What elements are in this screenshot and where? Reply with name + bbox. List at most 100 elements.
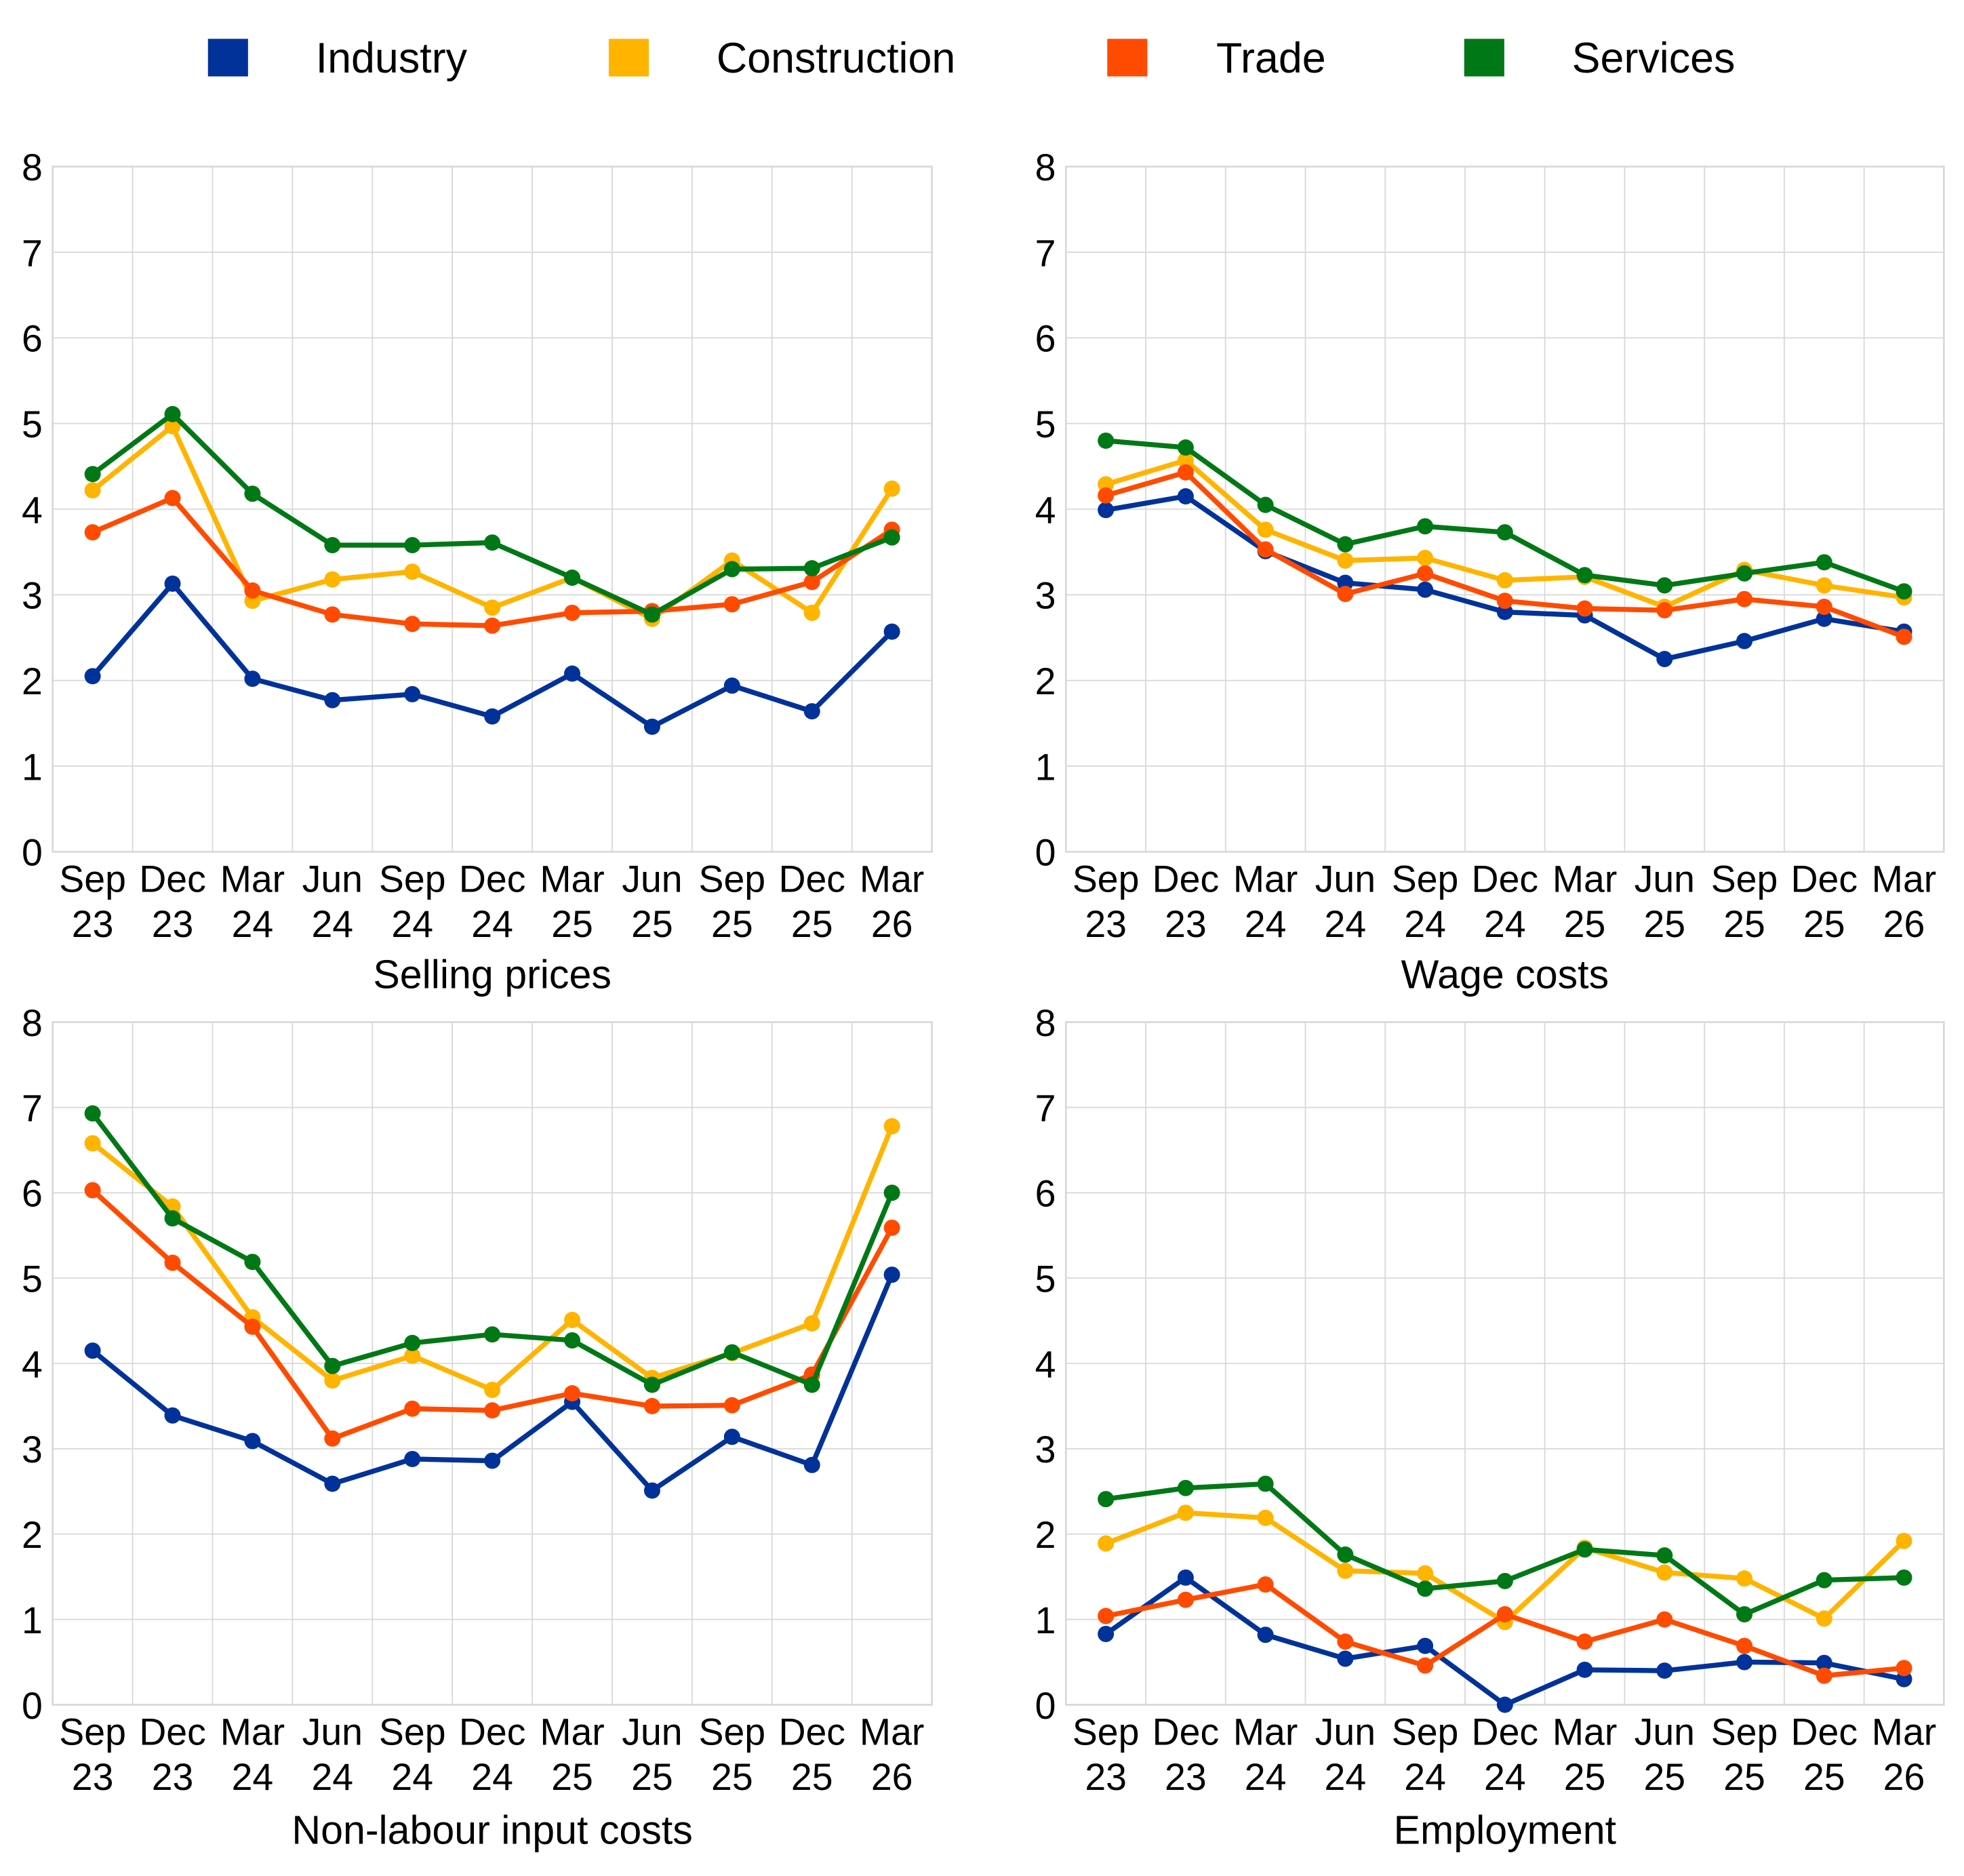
data-point-trade (84, 1182, 101, 1199)
data-point-services (643, 606, 660, 623)
x-tick-label: 24 (232, 903, 274, 945)
data-point-services (244, 485, 261, 502)
x-tick-label: Mar (1233, 1711, 1298, 1753)
data-point-services (84, 1105, 101, 1122)
data-point-industry (1656, 1662, 1673, 1679)
x-tick-label: 25 (1803, 1756, 1845, 1798)
data-point-services (1496, 1572, 1513, 1589)
y-tick-label: 5 (1035, 403, 1056, 445)
data-point-services (564, 570, 581, 586)
data-point-trade (84, 524, 101, 541)
data-point-trade (1257, 541, 1274, 558)
x-tick-label: 24 (1325, 903, 1367, 945)
panel-title: Selling prices (373, 952, 612, 997)
data-point-industry (484, 1452, 501, 1469)
data-point-construction (1257, 1509, 1274, 1526)
y-tick-label: 5 (1035, 1258, 1056, 1300)
data-point-services (484, 534, 501, 551)
series-industry (84, 575, 900, 735)
data-point-industry (643, 718, 660, 735)
x-tick-label: 24 (232, 1756, 274, 1798)
data-point-industry (1816, 610, 1832, 627)
data-point-services (164, 405, 181, 422)
data-point-trade (1496, 593, 1513, 610)
x-tick-label: Jun (1635, 1711, 1695, 1753)
x-tick-label: 23 (1165, 903, 1207, 945)
x-tick-label: Jun (622, 858, 682, 900)
x-tick-label: Sep (59, 858, 126, 900)
data-point-trade (1417, 565, 1434, 582)
x-tick-label: Mar (1872, 1711, 1936, 1753)
data-point-services (244, 1254, 261, 1271)
x-tick-label: Jun (622, 1711, 682, 1753)
data-point-industry (883, 623, 900, 640)
legend-swatch-construction (608, 39, 649, 77)
data-point-services (1098, 1491, 1115, 1508)
y-tick-label: 7 (22, 232, 43, 274)
x-tick-label: 24 (1404, 903, 1446, 945)
x-tick-label: 25 (631, 1756, 673, 1798)
x-tick-label: 24 (1325, 1756, 1367, 1798)
chart-panels: 012345678Sep23Dec23Mar24Jun24Sep24Dec24M… (22, 146, 1945, 1853)
x-tick-label: Dec (459, 1711, 526, 1753)
y-tick-label: 1 (1035, 1599, 1056, 1641)
data-point-construction (404, 1347, 421, 1364)
data-point-services (1816, 554, 1832, 571)
data-point-services (1576, 567, 1593, 584)
x-tick-label: Dec (1791, 1711, 1858, 1753)
data-point-construction (324, 1372, 341, 1389)
data-point-industry (484, 708, 501, 725)
y-tick-label: 8 (22, 146, 43, 188)
data-point-services (1656, 1547, 1673, 1564)
data-point-industry (244, 1433, 261, 1450)
data-point-construction (1177, 452, 1194, 469)
data-point-construction (883, 1118, 900, 1135)
x-tick-label: 26 (1883, 1756, 1925, 1798)
x-tick-label: Sep (1073, 858, 1140, 900)
y-tick-label: 7 (1035, 232, 1056, 274)
data-point-trade (1417, 1657, 1434, 1674)
panel-employment: 012345678Sep23Dec23Mar24Jun24Sep24Dec24M… (1035, 1002, 1945, 1853)
series-trade (1098, 464, 1912, 645)
x-tick-label: 24 (1245, 903, 1287, 945)
y-tick-label: 5 (22, 1258, 43, 1300)
data-point-trade (1177, 464, 1194, 481)
data-point-industry (84, 668, 101, 685)
x-tick-label: Dec (1153, 858, 1220, 900)
x-tick-label: 23 (1085, 1756, 1127, 1798)
x-tick-label: 24 (312, 903, 354, 945)
x-tick-label: 24 (391, 1756, 433, 1798)
x-tick-label: 24 (471, 903, 513, 945)
data-point-trade (164, 490, 181, 506)
x-tick-label: 23 (72, 903, 114, 945)
data-point-services (1177, 439, 1194, 456)
series-services (84, 1105, 900, 1393)
data-point-services (1496, 524, 1513, 541)
x-tick-label: Mar (1233, 858, 1298, 900)
x-tick-label: 24 (1484, 903, 1526, 945)
x-tick-label: 25 (1803, 903, 1845, 945)
data-point-services (1576, 1541, 1593, 1558)
y-tick-label: 3 (22, 1429, 43, 1471)
data-point-industry (1098, 502, 1115, 519)
data-point-services (1337, 1546, 1354, 1563)
data-point-trade (1098, 487, 1115, 504)
plot-frame (52, 1021, 933, 1706)
legend-label-industry: Industry (316, 35, 468, 82)
data-point-services (404, 1334, 421, 1351)
data-point-services (803, 1376, 820, 1393)
panel-selling-prices: 012345678Sep23Dec23Mar24Jun24Sep24Dec24M… (22, 146, 933, 997)
data-point-trade (1098, 1608, 1115, 1624)
data-point-trade (1656, 602, 1673, 619)
data-point-industry (164, 575, 181, 592)
plot-frame (52, 165, 933, 853)
data-point-industry (1496, 1696, 1513, 1713)
x-tick-label: Dec (139, 858, 206, 900)
data-point-trade (1896, 628, 1912, 645)
x-tick-label: Dec (1472, 858, 1539, 900)
data-point-industry (564, 665, 581, 682)
y-tick-label: 1 (1035, 746, 1056, 788)
data-point-construction (1816, 577, 1832, 594)
x-tick-label: Mar (1552, 1711, 1617, 1753)
x-tick-label: Dec (459, 858, 526, 900)
